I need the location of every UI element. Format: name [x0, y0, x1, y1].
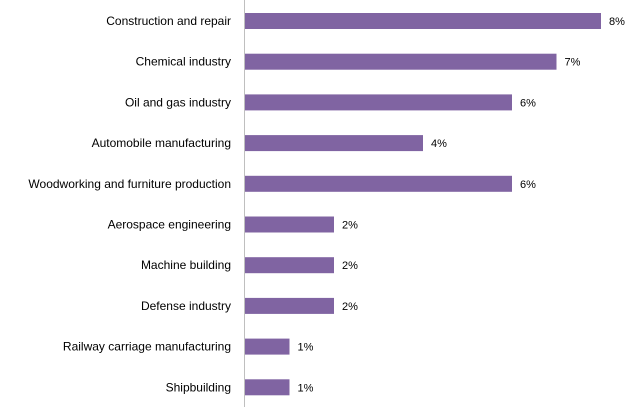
bar-0: [245, 13, 601, 29]
bar-7: [245, 297, 334, 314]
category-label-4: Woodworking and furniture production: [28, 177, 231, 191]
bars-group: [245, 13, 601, 396]
value-label-6: 2%: [342, 260, 358, 272]
value-label-7: 2%: [342, 301, 358, 313]
bar-2: [245, 94, 512, 111]
value-label-4: 6%: [520, 179, 536, 191]
value-label-3: 4%: [431, 138, 447, 150]
value-label-0: 8%: [609, 16, 625, 28]
bar-8: [245, 338, 290, 355]
category-label-0: Construction and repair: [106, 14, 231, 28]
value-label-2: 6%: [520, 97, 536, 109]
category-label-7: Defense industry: [141, 299, 231, 313]
category-label-1: Chemical industry: [136, 55, 231, 69]
category-label-3: Automobile manufacturing: [92, 136, 231, 150]
bar-9: [245, 379, 290, 396]
value-label-1: 7%: [565, 57, 581, 69]
value-label-9: 1%: [298, 382, 314, 394]
value-label-5: 2%: [342, 220, 358, 232]
category-labels-group: Construction and repair Chemical industry…: [28, 14, 231, 394]
bar-6: [245, 257, 334, 274]
category-label-9: Shipbuilding: [166, 380, 231, 394]
category-label-8: Railway carriage manufacturing: [63, 340, 231, 354]
bar-3: [245, 135, 423, 152]
value-labels-group: 8% 7% 6% 4% 6% 2% 2% 2% 1% 1%: [298, 16, 626, 394]
value-label-8: 1%: [298, 342, 314, 354]
bar-1: [245, 53, 557, 70]
category-label-6: Machine building: [141, 258, 231, 272]
category-label-5: Aerospace engineering: [108, 218, 231, 232]
bar-4: [245, 175, 512, 192]
bar-5: [245, 216, 334, 233]
category-label-2: Oil and gas industry: [125, 95, 231, 109]
